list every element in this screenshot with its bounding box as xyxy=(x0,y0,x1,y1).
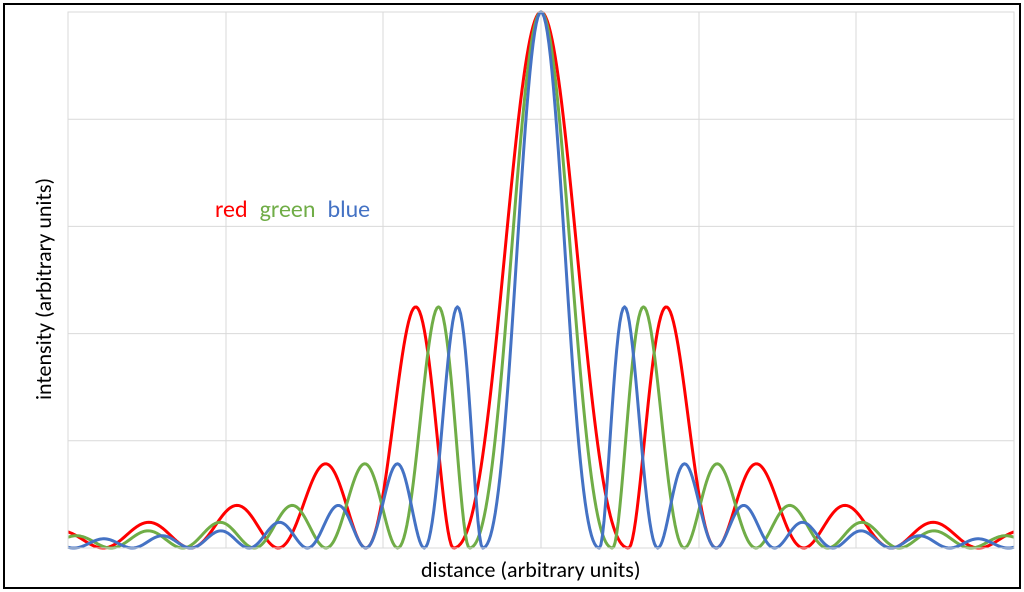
legend-item-red: red xyxy=(215,195,248,224)
y-axis-label: intensity (arbitrary units) xyxy=(30,178,57,400)
legend-item-blue: blue xyxy=(327,195,370,224)
x-axis-label: distance (arbitrary units) xyxy=(421,556,641,583)
legend-item-green: green xyxy=(260,195,316,224)
chart-legend: red green blue xyxy=(215,195,370,224)
chart-plot-area xyxy=(0,0,1024,592)
